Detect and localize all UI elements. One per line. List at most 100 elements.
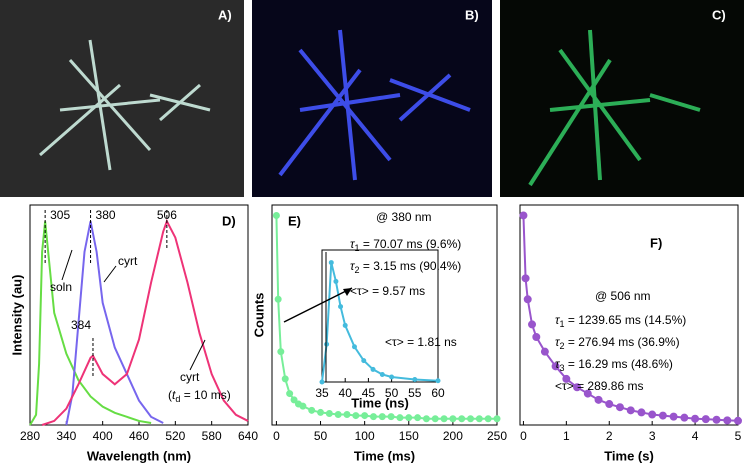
annotation: 506 <box>157 208 177 222</box>
data-point <box>493 415 501 423</box>
data-point <box>333 278 339 284</box>
data-line <box>29 221 152 426</box>
text-part: 2 <box>560 341 565 351</box>
data-point <box>342 322 348 328</box>
x-tick-label: 60 <box>431 386 445 400</box>
text-part: 3 <box>560 363 565 373</box>
data-point <box>352 412 360 420</box>
annotation: τ1 = 1239.65 ms (14.5%) <box>555 313 686 329</box>
text-part: = 276.94 ms (36.9%) <box>565 335 680 349</box>
data-point <box>286 390 294 398</box>
data-point <box>387 413 395 421</box>
data-point <box>412 376 418 382</box>
annotation: (td = 10 ms) <box>168 388 231 404</box>
x-axis-label: Time (s) <box>604 448 654 463</box>
x-tick-label: 200 <box>443 429 463 443</box>
x-tick-label: 520 <box>165 429 185 443</box>
data-point <box>734 416 742 425</box>
x-tick-label: 40 <box>339 386 353 400</box>
panel-label: F) <box>650 235 662 250</box>
data-point <box>573 383 582 392</box>
photo-b: B) <box>252 0 492 197</box>
x-tick-label: 340 <box>56 429 76 443</box>
data-point <box>449 415 457 423</box>
text-part: = 3.15 ms (90.4%) <box>360 259 462 273</box>
data-point <box>648 410 657 419</box>
x-tick-label: 580 <box>202 429 222 443</box>
x-tick-label: 3 <box>649 429 656 443</box>
data-point <box>435 378 441 384</box>
text-part: d <box>175 394 180 404</box>
text-part: τ <box>555 313 561 327</box>
annotation: 305 <box>50 208 70 222</box>
x-tick-label: 280 <box>20 429 40 443</box>
data-point <box>562 374 571 383</box>
annotation: τ3 = 16.29 ms (48.6%) <box>555 357 673 373</box>
photo-c: C) <box>500 0 744 197</box>
data-point <box>484 415 492 423</box>
panel-label: A) <box>218 7 232 22</box>
data-point <box>658 411 667 420</box>
data-point <box>467 415 475 423</box>
text-part: τ <box>350 237 356 251</box>
data-point <box>277 348 285 356</box>
data-line <box>65 221 164 426</box>
x-tick-label: 250 <box>487 429 507 443</box>
text-part: = 70.07 ms (9.6%) <box>360 237 462 251</box>
text-part: 2 <box>355 265 360 275</box>
data-point <box>523 295 532 304</box>
panel-label: E) <box>288 213 301 228</box>
text-part: τ <box>555 335 561 349</box>
pointer <box>283 287 353 323</box>
data-point <box>440 415 448 423</box>
data-point <box>281 375 289 383</box>
data-point <box>431 415 439 423</box>
data-point <box>680 413 689 422</box>
data-point <box>272 211 280 219</box>
x-tick-label: 5 <box>735 429 742 443</box>
annotation: @ 380 nm <box>376 210 432 224</box>
x-axis-label: Time (ms) <box>354 448 415 463</box>
annotation: soln <box>50 280 72 294</box>
data-point <box>378 413 386 421</box>
x-tick-label: 1 <box>563 429 570 443</box>
data-point <box>540 347 549 356</box>
x-tick-label: 35 <box>315 386 329 400</box>
data-point <box>528 320 537 329</box>
annotation: 380 <box>96 208 116 222</box>
text-part: t <box>172 388 176 402</box>
x-tick-label: 2 <box>606 429 613 443</box>
data-point <box>422 415 430 423</box>
data-point <box>361 412 369 420</box>
data-point <box>351 344 357 350</box>
data-point <box>361 358 367 364</box>
data-point <box>637 408 646 417</box>
data-point <box>334 411 342 419</box>
pointer <box>189 339 206 371</box>
annotation: τ1 = 70.07 ms (9.6%) <box>350 237 461 253</box>
data-point <box>379 371 385 377</box>
annotation: <τ> = 9.57 ms <box>350 284 425 298</box>
photo-a: A) <box>0 0 244 197</box>
annotation: <τ> = 1.81 ns <box>385 335 457 349</box>
data-point <box>405 414 413 422</box>
x-axis-label: Wavelength (nm) <box>87 448 191 463</box>
data-point <box>458 415 466 423</box>
data-point <box>317 408 325 416</box>
data-point <box>605 400 614 409</box>
x-tick-label: 460 <box>129 429 149 443</box>
arrow-head <box>343 288 352 296</box>
x-tick-label: 55 <box>408 386 422 400</box>
data-point <box>691 414 700 423</box>
plot-frame <box>519 204 739 426</box>
data-point <box>519 211 528 220</box>
x-tick-label: 150 <box>399 429 419 443</box>
y-axis-label: Intensity (au) <box>9 275 24 356</box>
data-point <box>583 389 592 398</box>
data-point <box>594 395 603 404</box>
data-point <box>370 366 376 372</box>
text-part: 1 <box>355 243 360 253</box>
annotation: @ 506 nm <box>595 289 651 303</box>
data-point <box>669 412 678 421</box>
